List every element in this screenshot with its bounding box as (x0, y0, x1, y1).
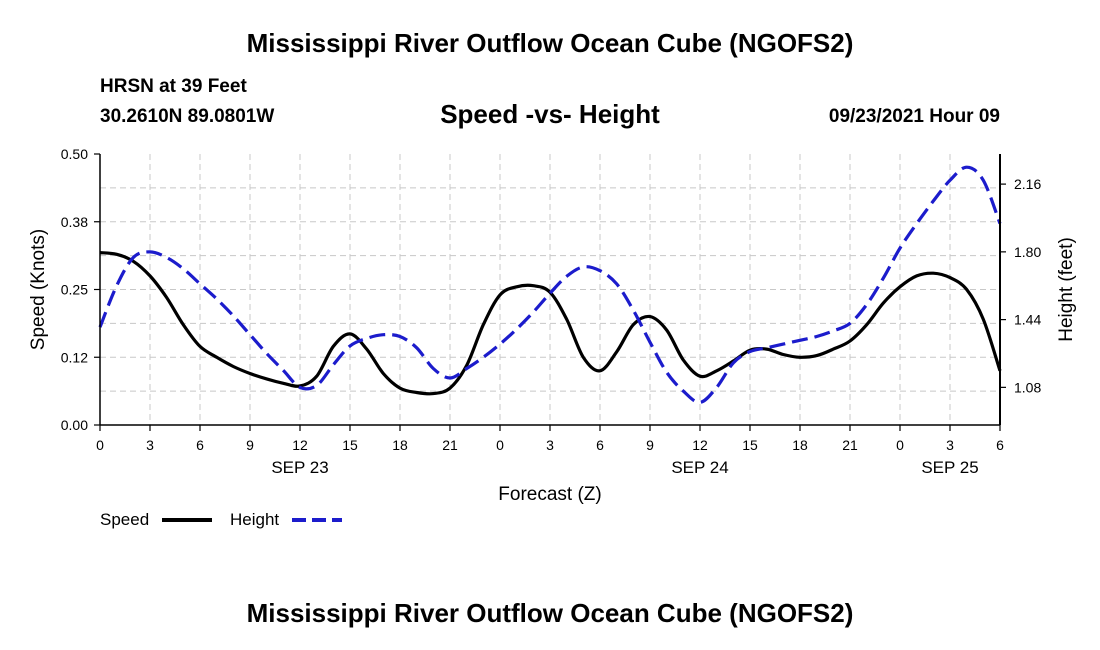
grid (100, 154, 1000, 425)
x-tick-label: 18 (392, 437, 408, 453)
x-tick-label: 6 (996, 437, 1004, 453)
x-tick-label: 9 (246, 437, 254, 453)
x-tick-label: 21 (842, 437, 858, 453)
legend-label-height: Height (230, 510, 279, 529)
x-tick-label: 0 (896, 437, 904, 453)
y2-axis-title: Height (feet) (1056, 237, 1077, 342)
y-tick-label: 0.12 (61, 349, 88, 365)
y-tick-label: 0.38 (61, 214, 88, 230)
series-line-height (98, 165, 1002, 404)
axis-ticks (94, 153, 1006, 431)
day-label: SEP 25 (921, 458, 978, 477)
y2-tick-label: 1.80 (1014, 244, 1041, 260)
y2-tick-label: 1.44 (1014, 312, 1041, 328)
y2-tick-label: 1.08 (1014, 379, 1041, 395)
x-tick-label: 3 (946, 437, 954, 453)
x-tick-label: 9 (646, 437, 654, 453)
day-label: SEP 24 (671, 458, 728, 477)
x-tick-label: 12 (292, 437, 308, 453)
x-tick-label: 3 (546, 437, 554, 453)
y-tick-label: 0.25 (61, 282, 88, 298)
chart-title: Mississippi River Outflow Ocean Cube (NG… (246, 28, 854, 58)
x-tick-label: 3 (146, 437, 154, 453)
station-label: HRSN at 39 Feet (100, 76, 247, 97)
x-tick-label: 15 (742, 437, 758, 453)
x-tick-label: 6 (596, 437, 604, 453)
legend-label-speed: Speed (100, 510, 149, 529)
coordinates-label: 30.2610N 89.0801W (100, 106, 275, 127)
x-tick-label: 21 (442, 437, 458, 453)
footer-title: Mississippi River Outflow Ocean Cube (NG… (246, 598, 854, 628)
x-tick-label: 12 (692, 437, 708, 453)
day-label: SEP 23 (271, 458, 328, 477)
x-tick-label: 6 (196, 437, 204, 453)
x-tick-label: 0 (96, 437, 104, 453)
x-tick-label: 15 (342, 437, 358, 453)
forecast-timestamp: 09/23/2021 Hour 09 (828, 106, 1000, 127)
legend: Speed Height (100, 510, 342, 529)
y-tick-label: 0.50 (61, 146, 88, 162)
x-tick-label: 0 (496, 437, 504, 453)
y-axis-title: Speed (Knots) (28, 229, 49, 350)
chart-subtitle: Speed -vs- Height (440, 99, 660, 129)
x-axis-title: Forecast (Z) (498, 484, 601, 505)
axis-labels: 0 3 6 9 12 15 18 21 0 3 6 9 12 15 18 21 0 3 6 SEP 23 SEP 24 S… (28, 146, 1077, 505)
series-layer (98, 165, 1002, 404)
x-tick-label: 18 (792, 437, 808, 453)
y2-tick-label: 2.16 (1014, 176, 1041, 192)
y-tick-label: 0.00 (61, 417, 88, 433)
